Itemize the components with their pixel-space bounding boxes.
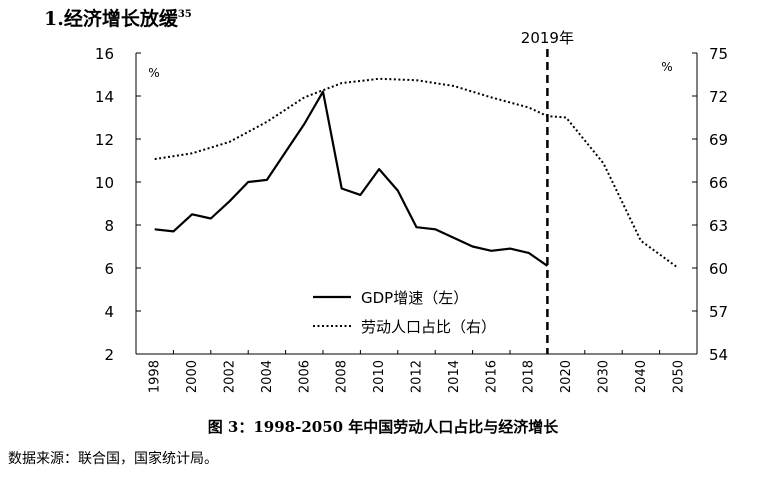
left-tick-label: 10 bbox=[95, 174, 114, 192]
left-tick-label: 8 bbox=[104, 217, 114, 235]
x-tick-label: 2040 bbox=[634, 360, 649, 393]
left-axis-unit: % bbox=[148, 66, 159, 80]
left-tick-label: 14 bbox=[95, 88, 114, 106]
right-tick-label: 66 bbox=[709, 174, 728, 192]
left-tick-label: 12 bbox=[95, 131, 114, 149]
x-tick-label: 2030 bbox=[597, 360, 612, 393]
right-tick-label: 69 bbox=[709, 131, 728, 149]
x-tick-label: 2020 bbox=[559, 360, 574, 393]
right-axis-unit: % bbox=[661, 60, 672, 74]
labor-share-line bbox=[154, 77, 679, 269]
right-tick-label: 57 bbox=[709, 303, 728, 321]
x-tick-label: 2010 bbox=[372, 360, 387, 393]
x-tick-label: 2008 bbox=[335, 360, 350, 393]
footnote-marker: 35 bbox=[177, 9, 192, 20]
section-title-text: 1.经济增长放缓 bbox=[44, 8, 178, 30]
right-tick-label: 72 bbox=[709, 88, 728, 106]
right-tick-label: 60 bbox=[709, 260, 728, 278]
figure-caption: 图 3：1998-2050 年中国劳动人口占比与经济增长 bbox=[207, 418, 559, 436]
legend-gdp-label: GDP增速（左） bbox=[361, 289, 468, 307]
x-tick-label: 2050 bbox=[671, 360, 686, 393]
x-tick-label: 2006 bbox=[297, 360, 312, 393]
data-source-note: 数据来源：联合国，国家统计局。 bbox=[8, 451, 218, 467]
x-tick-label: 2018 bbox=[522, 360, 537, 393]
right-tick-label: 54 bbox=[709, 346, 728, 364]
right-tick-label: 63 bbox=[709, 217, 728, 235]
x-tick-label: 2012 bbox=[410, 360, 425, 393]
left-tick-label: 2 bbox=[104, 346, 114, 364]
gdp-growth-line bbox=[154, 90, 549, 267]
x-tick-label: 2002 bbox=[223, 360, 238, 393]
section-title: 1.经济增长放缓35 bbox=[44, 4, 192, 31]
legend-labor-label: 劳动人口占比（右） bbox=[361, 318, 496, 336]
left-tick-label: 16 bbox=[95, 45, 114, 63]
left-tick-label: 4 bbox=[104, 303, 114, 321]
x-tick-label: 2016 bbox=[484, 360, 499, 393]
x-tick-label: 2014 bbox=[447, 360, 462, 393]
right-tick-label: 75 bbox=[709, 45, 728, 63]
x-tick-label: 1998 bbox=[148, 360, 163, 393]
x-tick-label: 2000 bbox=[185, 360, 200, 393]
marker-2019-label: 2019年 bbox=[521, 29, 574, 47]
left-tick-label: 6 bbox=[104, 260, 114, 278]
x-tick-label: 2004 bbox=[260, 360, 275, 393]
